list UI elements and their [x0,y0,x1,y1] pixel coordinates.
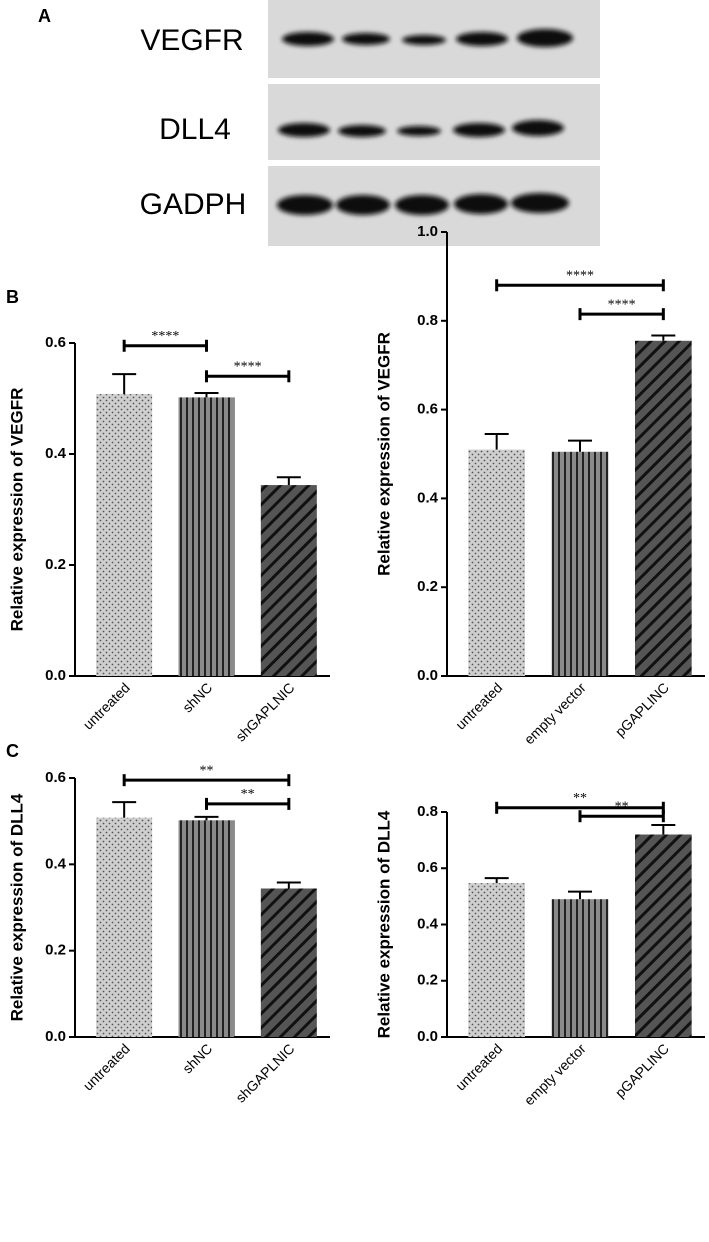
x-tick-label: empty vector [521,679,589,747]
bar [635,340,692,676]
blot-bands [277,29,573,215]
bar [260,888,317,1037]
blot-label: VEGFR [140,24,243,57]
bar [178,820,235,1037]
significance-label: **** [151,329,179,344]
significance-label: **** [566,268,594,283]
bar [178,397,235,676]
significance-label: ** [200,763,214,778]
significance-label: ** [615,799,629,814]
panel-label: A [38,6,51,26]
bar [551,899,609,1037]
y-tick-label: 0.6 [45,334,66,351]
x-tick-label: untreated [80,679,133,732]
significance-label: ** [241,787,255,802]
y-axis-label: Relative expression of VEGFR [7,388,26,632]
panel-label: B [6,287,19,307]
y-tick-label: 0.8 [417,803,438,820]
panel-label: C [6,741,19,761]
y-tick-label: 0.4 [417,489,439,506]
blot-label: DLL4 [159,113,231,146]
x-tick-label: untreated [80,1040,133,1093]
bar [96,394,153,676]
y-tick-label: 0.0 [417,667,438,684]
y-tick-label: 0.6 [417,401,438,418]
x-tick-label: shGAPLNIC [232,1040,297,1105]
western-blot [268,0,600,246]
bar [468,883,525,1037]
y-tick-label: 0.4 [417,915,439,932]
bar [635,834,692,1037]
bar [96,817,153,1037]
x-tick-label: empty vector [521,1040,589,1108]
y-tick-label: 0.2 [45,942,66,959]
y-tick-label: 0.8 [417,312,438,329]
y-tick-label: 0.0 [417,1028,438,1045]
y-tick-label: 0.6 [417,859,438,876]
bar [468,449,525,676]
y-axis-label: Relative expression of VEGFR [374,332,393,576]
significance-label: **** [608,297,636,312]
y-tick-label: 0.6 [45,769,66,786]
x-tick-label: shNC [179,1040,215,1076]
blot-label: GADPH [140,188,247,221]
y-tick-label: 1.0 [417,223,438,240]
bar [551,451,609,676]
y-tick-label: 0.2 [417,578,438,595]
y-tick-label: 0.0 [45,1028,66,1045]
x-tick-label: pGAPLINC [612,1040,672,1100]
x-tick-label: shGAPLNIC [232,679,297,744]
bar [260,485,317,676]
x-tick-label: untreated [452,1040,505,1093]
significance-label: ** [573,791,587,806]
x-tick-label: shNC [179,679,215,715]
y-tick-label: 0.4 [45,445,67,462]
x-tick-label: untreated [452,679,505,732]
y-tick-label: 0.0 [45,667,66,684]
y-tick-label: 0.4 [45,855,67,872]
y-tick-label: 0.2 [45,556,66,573]
x-tick-label: pGAPLINC [612,679,672,739]
y-tick-label: 0.2 [417,972,438,989]
y-axis-label: Relative expression of DLL4 [374,810,393,1038]
significance-label: **** [234,360,262,375]
y-axis-label: Relative expression of DLL4 [7,793,26,1021]
